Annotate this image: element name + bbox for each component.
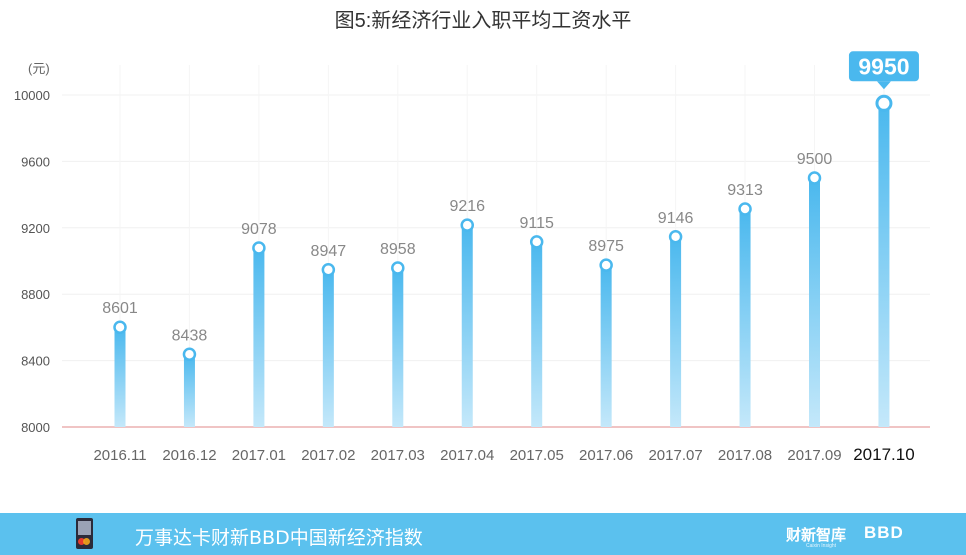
callout-box [848, 51, 919, 82]
caixin-insight-subtitle: Caixin Insight [806, 543, 837, 549]
bar [531, 241, 543, 427]
data-label: 8438 [172, 327, 208, 344]
y-tick-label: 8800 [21, 287, 50, 302]
x-tick-label: 2016.12 [162, 447, 216, 464]
bar-marker [599, 258, 613, 272]
callout-value: 9950 [858, 53, 909, 79]
data-label: 9115 [519, 215, 554, 232]
bar [739, 209, 751, 427]
x-tick-label: 2017.04 [440, 447, 494, 464]
bar [392, 267, 404, 427]
x-tick-label: 2017.03 [371, 447, 425, 464]
bar-marker [668, 230, 683, 244]
bar-marker [182, 347, 197, 362]
bar-marker [321, 263, 336, 277]
highlight-callout: 9950 [848, 51, 919, 90]
bar-marker [738, 202, 752, 216]
bar [670, 236, 682, 427]
bar [809, 178, 820, 427]
x-tick-label: 2017.08 [718, 447, 772, 464]
footer-bar: 万事达卡财新BBD中国新经济指数 财新智库 Caixin Insight BBD [0, 513, 966, 555]
bar-marker [875, 94, 893, 112]
bar [461, 225, 473, 427]
bar-marker [529, 235, 544, 249]
bar-marker [252, 241, 266, 255]
data-label: 9078 [241, 221, 277, 238]
x-tick-label: 2017.02 [301, 447, 355, 464]
x-axis: 2016.11 2016.12 2017.01 2017.02 2017.03 2017.… [93, 445, 914, 464]
x-tick-label: 2016.11 [93, 447, 146, 464]
data-label: 8975 [588, 238, 624, 255]
bar [322, 269, 334, 427]
y-axis-unit: (元) [28, 61, 50, 76]
bar [114, 327, 126, 427]
mastercard-logo-icon [76, 518, 93, 549]
x-tick-label: 2017.01 [232, 447, 286, 464]
data-label: 8601 [102, 300, 138, 317]
bar [253, 248, 265, 427]
data-label: 9313 [727, 182, 763, 199]
y-axis: 8000 8400 8800 9200 9600 10000 [14, 88, 50, 435]
data-label: 8947 [311, 243, 347, 260]
bar [183, 354, 195, 427]
bar [878, 103, 890, 428]
bar-chart: 图5:新经济行业入职平均工资水平 (元) 8000 8400 8800 9200 960… [14, 9, 930, 464]
data-label: 8958 [380, 241, 416, 258]
y-tick-label: 9600 [21, 154, 50, 169]
bar-marker [460, 218, 474, 232]
bbd-logo: BBD [864, 523, 904, 542]
bar-marker [807, 171, 822, 185]
data-labels: 8601 8438 9078 8947 8958 9216 9115 8975 9146 9313… [102, 151, 832, 344]
bar-marker [391, 261, 405, 275]
y-tick-label: 8000 [21, 420, 50, 435]
x-tick-label: 2017.09 [787, 447, 841, 464]
data-label: 9146 [658, 210, 694, 227]
callout-pointer [876, 81, 891, 90]
x-tick-label: 2017.10 [853, 445, 914, 464]
x-tick-label: 2017.05 [510, 447, 564, 464]
y-tick-label: 8400 [21, 354, 50, 369]
chart-title: 图5:新经济行业入职平均工资水平 [335, 9, 632, 32]
footer-text: 万事达卡财新BBD中国新经济指数 [135, 527, 423, 549]
bar [600, 265, 612, 427]
data-label: 9500 [797, 151, 833, 168]
y-tick-label: 9200 [21, 221, 50, 236]
x-tick-label: 2017.06 [579, 447, 633, 464]
bar-marker [113, 320, 127, 334]
x-tick-label: 2017.07 [648, 447, 702, 464]
data-label: 9216 [449, 198, 485, 215]
caixin-insight-logo: 财新智库 [786, 526, 847, 544]
bars [113, 94, 893, 428]
y-tick-label: 10000 [14, 88, 50, 103]
